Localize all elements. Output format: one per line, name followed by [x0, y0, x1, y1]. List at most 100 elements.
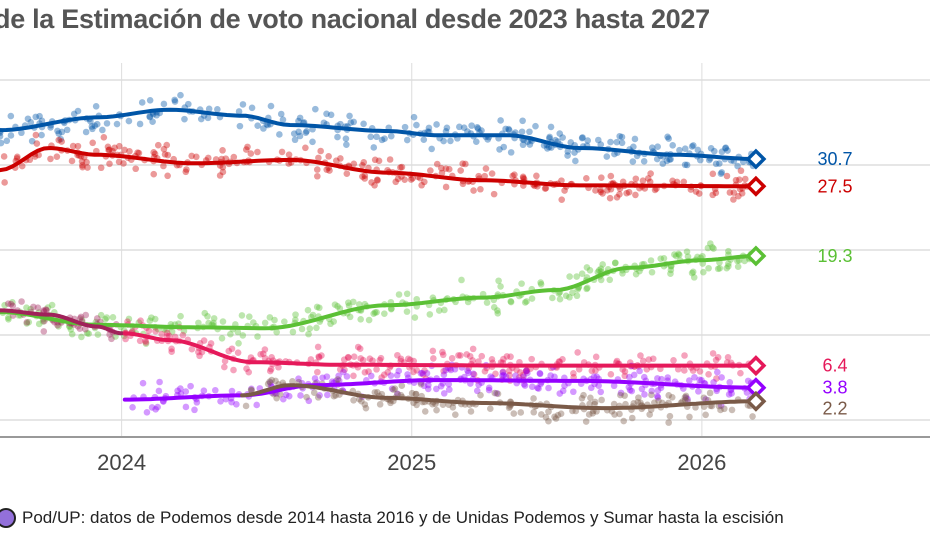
poll-point: [521, 382, 529, 389]
poll-point: [628, 387, 636, 395]
poll-point: [427, 167, 434, 174]
poll-point: [102, 316, 109, 323]
x-tick-label: 2025: [387, 450, 436, 475]
poll-point: [705, 264, 712, 272]
poll-point: [367, 372, 375, 380]
poll-point: [607, 172, 615, 180]
poll-point: [314, 368, 321, 376]
poll-point: [403, 290, 411, 298]
poll-point: [707, 240, 714, 247]
poll-point: [667, 270, 674, 277]
poll-point: [695, 388, 702, 395]
poll-point: [340, 356, 348, 363]
poll-point: [490, 190, 498, 198]
poll-point: [637, 399, 644, 407]
poll-point: [700, 394, 708, 402]
poll-point: [84, 164, 91, 171]
poll-point: [654, 387, 662, 394]
poll-point: [583, 264, 591, 271]
poll-point: [730, 196, 737, 203]
poll-point: [196, 352, 203, 360]
poll-point: [623, 189, 630, 197]
poll-point: [645, 356, 653, 363]
poll-point: [197, 115, 205, 123]
poll-point: [373, 133, 380, 141]
poll-point: [210, 319, 217, 327]
poll-point: [712, 356, 720, 364]
poll-point: [682, 392, 690, 400]
poll-point: [626, 386, 634, 394]
poll-point: [592, 353, 600, 361]
poll-point: [442, 366, 449, 374]
poll-point: [493, 390, 500, 397]
poll-point: [505, 404, 513, 412]
poll-point: [541, 185, 549, 192]
poll-point: [421, 178, 428, 186]
poll-point: [475, 172, 482, 180]
poll-point: [76, 325, 84, 332]
poll-point: [343, 373, 351, 380]
poll-point: [726, 379, 734, 386]
poll-point: [696, 368, 704, 375]
poll-point: [665, 135, 672, 142]
poll-point: [44, 304, 52, 311]
poll-point: [53, 153, 61, 160]
poll-point: [335, 372, 342, 380]
poll-point: [244, 143, 251, 151]
poll-point: [34, 304, 42, 312]
poll-point: [664, 133, 671, 141]
poll-point: [554, 411, 562, 419]
poll-point: [582, 418, 590, 425]
poll-point: [290, 130, 298, 137]
poll-point: [536, 370, 544, 378]
poll-point: [58, 138, 65, 145]
poll-point: [433, 160, 441, 168]
poll-point: [91, 122, 99, 130]
poll-point: [155, 387, 163, 395]
poll-point: [421, 367, 428, 374]
poll-point: [236, 122, 244, 130]
poll-point: [277, 110, 285, 118]
poll-point: [315, 353, 323, 360]
poll-point: [494, 390, 502, 398]
poll-point: [218, 334, 226, 342]
poll-point: [499, 372, 506, 379]
scatter-group: [0, 91, 757, 177]
poll-point: [359, 161, 366, 169]
poll-point: [120, 160, 127, 167]
poll-point: [675, 250, 682, 258]
poll-point: [48, 301, 56, 309]
poll-point: [332, 377, 340, 385]
poll-point: [103, 120, 111, 127]
poll-point: [387, 132, 395, 140]
poll-point: [520, 174, 527, 182]
poll-point: [532, 122, 539, 130]
poll-point: [28, 137, 36, 145]
poll-point: [580, 391, 587, 399]
poll-point: [419, 371, 427, 378]
poll-point: [350, 396, 357, 404]
poll-point: [589, 410, 597, 417]
poll-point: [587, 394, 594, 402]
poll-point: [570, 373, 577, 381]
poll-point: [442, 165, 450, 172]
poll-point: [38, 131, 45, 139]
poll-point: [248, 104, 256, 112]
poll-point: [23, 318, 31, 326]
poll-point: [636, 267, 643, 275]
poll-point: [707, 144, 715, 152]
poll-point: [413, 367, 421, 374]
poll-point: [675, 251, 683, 259]
poll-point: [225, 347, 233, 355]
poll-point: [728, 390, 735, 397]
poll-point: [481, 367, 489, 375]
poll-point: [556, 390, 564, 397]
poll-point: [511, 171, 518, 178]
poll-point: [1, 179, 8, 186]
poll-point: [657, 384, 665, 392]
scatter-group: [0, 131, 751, 203]
poll-point: [391, 385, 399, 393]
poll-point: [545, 417, 552, 425]
poll-point: [606, 194, 614, 202]
poll-point: [222, 155, 230, 162]
